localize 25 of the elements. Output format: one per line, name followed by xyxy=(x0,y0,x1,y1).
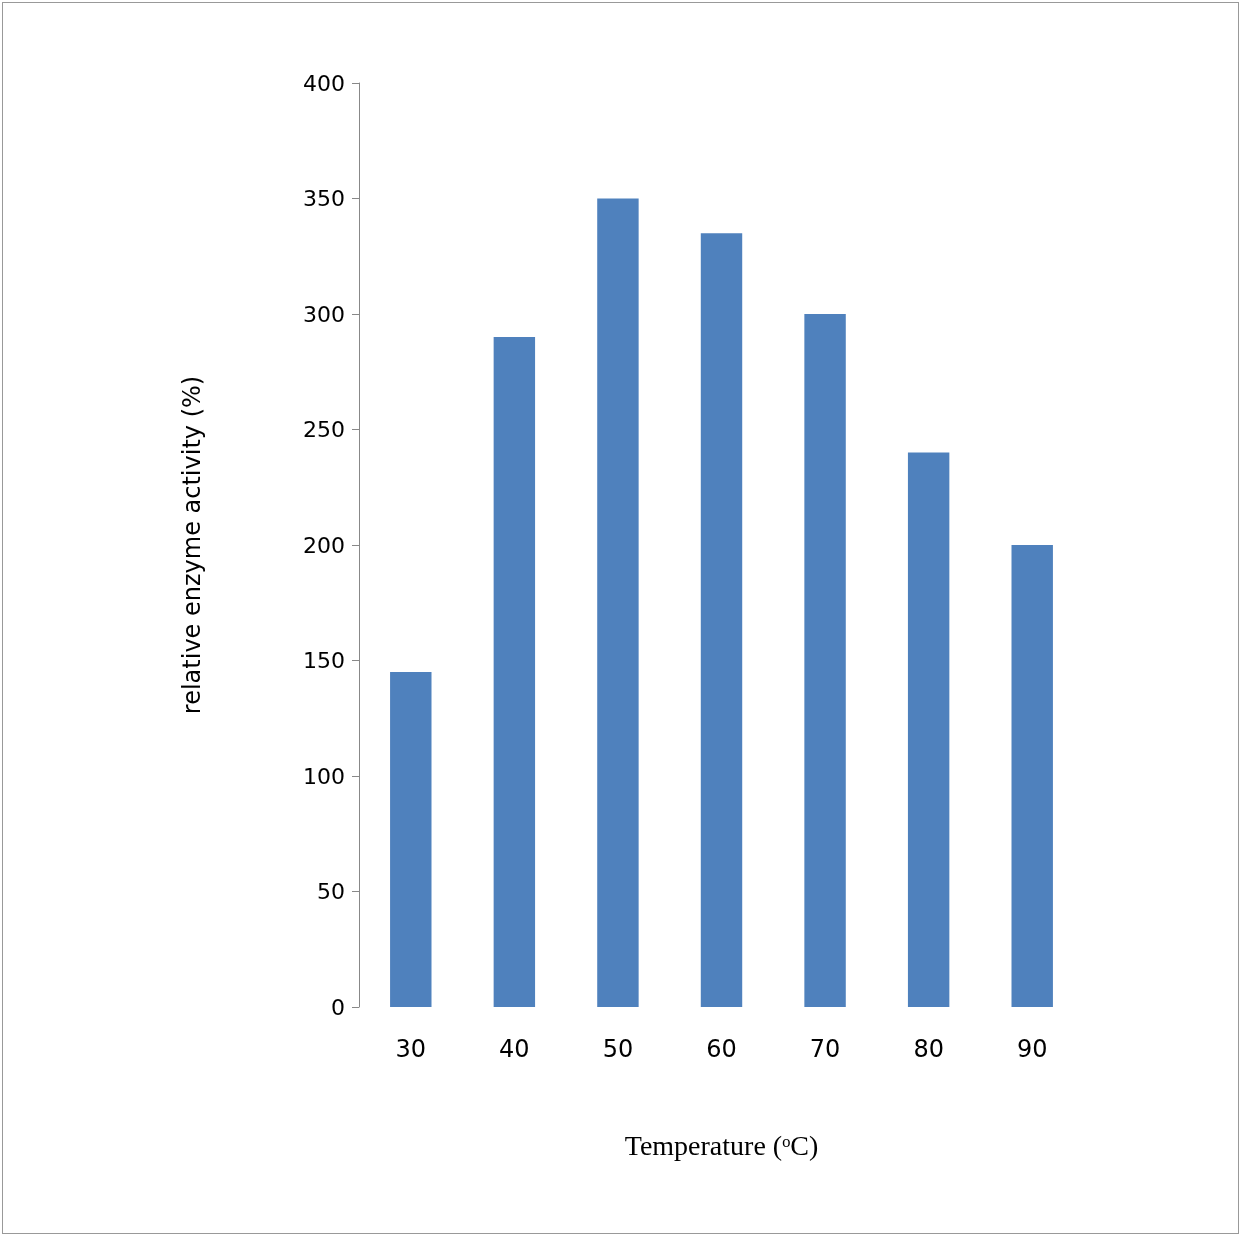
y-tick-label: 350 xyxy=(303,186,345,211)
y-tick-label: 300 xyxy=(303,301,345,327)
x-tick-label: 50 xyxy=(602,1035,634,1063)
y-tick-label: 150 xyxy=(303,648,345,673)
x-tick-label: 30 xyxy=(395,1035,427,1063)
bar xyxy=(493,337,536,1007)
y-tick-label: 250 xyxy=(303,417,345,442)
y-tick-label: 50 xyxy=(317,879,345,904)
y-tick-label: 100 xyxy=(303,763,345,789)
x-tick-label: 60 xyxy=(706,1035,737,1063)
bar xyxy=(700,233,743,1007)
x-axis-title: Temperature (ᵒC) xyxy=(624,1129,819,1161)
x-tick-label: 70 xyxy=(809,1035,841,1063)
bar xyxy=(390,672,432,1007)
y-tick-label: 400 xyxy=(303,70,345,96)
x-tick-label: 90 xyxy=(1016,1035,1048,1063)
y-axis-title: relative enzyme activity (%) xyxy=(178,375,206,715)
y-tick-label: 0 xyxy=(331,994,345,1020)
x-tick-label: 80 xyxy=(913,1035,944,1063)
bar xyxy=(804,314,846,1007)
x-tick-label: 40 xyxy=(499,1035,530,1063)
bar xyxy=(907,452,950,1007)
bar xyxy=(597,198,639,1007)
bar xyxy=(1011,545,1053,1007)
y-tick-label: 200 xyxy=(303,532,345,558)
